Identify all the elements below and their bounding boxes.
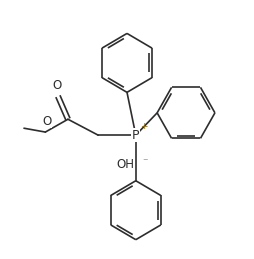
Text: P: P <box>132 129 139 142</box>
Text: O: O <box>52 79 61 92</box>
Text: ⁻: ⁻ <box>142 157 147 168</box>
Text: OH: OH <box>117 158 135 171</box>
Text: +: + <box>140 122 148 131</box>
Text: O: O <box>42 115 51 128</box>
